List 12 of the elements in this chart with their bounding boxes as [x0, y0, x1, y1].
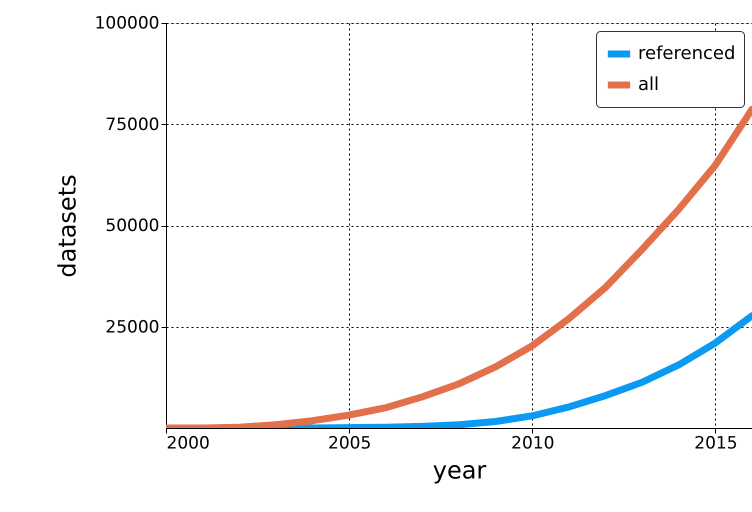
x-tick-label: 2015 [694, 434, 738, 454]
x-tick-label: 2010 [511, 434, 554, 454]
x-tick-label: 2005 [328, 434, 372, 454]
y-tick-label: 75000 [105, 114, 160, 135]
legend-label: referenced [638, 43, 736, 64]
legend-label: all [638, 74, 660, 95]
y-tick-label: 25000 [105, 317, 160, 338]
y-tick-label: 100000 [94, 14, 160, 34]
x-tick-label: 2000 [166, 434, 210, 454]
y-tick-label: 50000 [105, 216, 160, 236]
y-axis-title: datasets [54, 174, 82, 278]
x-axis-title: year [432, 456, 486, 484]
